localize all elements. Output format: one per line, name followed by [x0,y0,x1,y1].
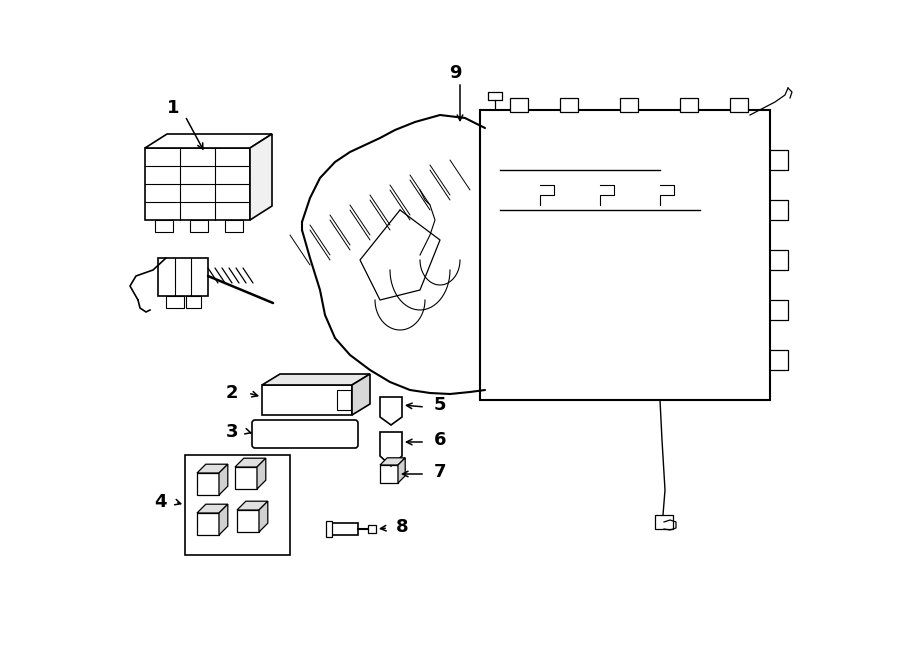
Polygon shape [219,504,228,535]
Text: 4: 4 [154,493,166,511]
Polygon shape [380,397,402,425]
Bar [197,473,219,495]
Text: 5: 5 [434,396,446,414]
Polygon shape [237,501,268,510]
Polygon shape [398,458,405,483]
Bar [237,510,259,532]
Bar [158,258,208,296]
Bar [560,98,578,112]
Polygon shape [257,458,266,489]
Bar [166,296,184,308]
Polygon shape [380,432,402,466]
Bar [145,148,250,220]
Text: 7: 7 [434,463,446,481]
Bar [655,515,673,529]
Bar [190,220,208,232]
Bar [255,143,267,153]
Polygon shape [197,464,228,473]
Bar [186,296,201,308]
Bar [480,110,770,400]
Polygon shape [235,458,266,467]
Polygon shape [262,374,370,385]
Polygon shape [380,458,405,465]
Bar [225,220,243,232]
Bar [337,390,351,410]
Text: 3: 3 [226,423,239,441]
Polygon shape [219,464,228,495]
Bar [326,521,332,537]
Bar [235,467,257,489]
Bar [155,220,173,232]
FancyBboxPatch shape [252,420,358,448]
Polygon shape [250,134,272,220]
Text: 9: 9 [449,64,461,82]
Bar [510,98,528,112]
Bar [730,98,748,112]
Text: 6: 6 [434,431,446,449]
Bar [197,513,219,535]
Text: 1: 1 [166,99,179,117]
Polygon shape [197,504,228,513]
Bar [680,98,698,112]
Bar [185,455,290,555]
Bar [368,525,376,533]
Bar [262,385,352,415]
Bar [380,465,398,483]
Bar [330,523,358,535]
Polygon shape [352,374,370,415]
Bar [620,98,638,112]
Text: 2: 2 [226,384,239,402]
Polygon shape [145,134,272,148]
Polygon shape [259,501,268,532]
Text: 8: 8 [396,518,409,536]
